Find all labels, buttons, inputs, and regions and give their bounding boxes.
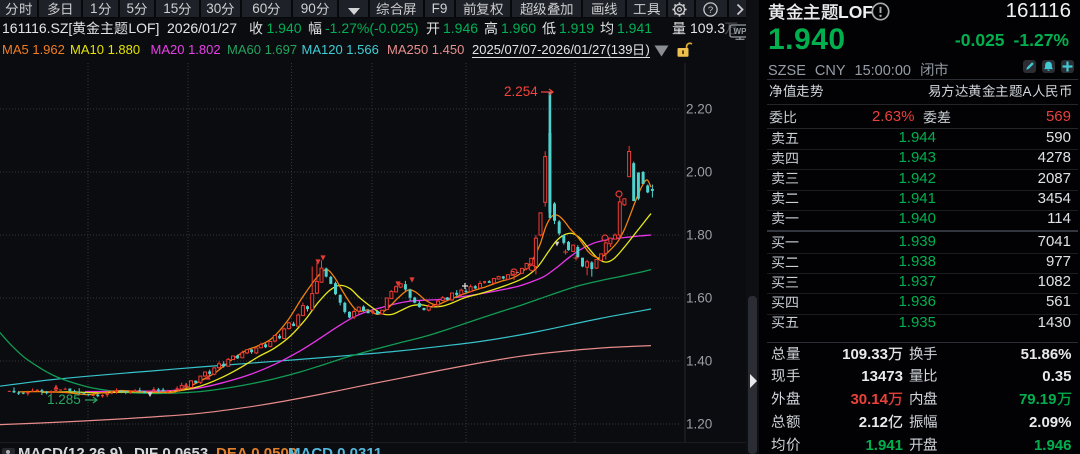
svg-text:?: ? <box>708 5 713 16</box>
svg-text:1.80: 1.80 <box>686 228 712 243</box>
svg-text:2.00: 2.00 <box>686 165 712 180</box>
svg-text:1.20: 1.20 <box>686 417 712 432</box>
svg-text:1.40: 1.40 <box>686 354 712 369</box>
svg-text:2.254: 2.254 <box>504 84 538 99</box>
svg-text:WP: WP <box>734 27 748 36</box>
svg-text:1.60: 1.60 <box>686 291 712 306</box>
svg-text:2.20: 2.20 <box>686 102 712 117</box>
svg-text:1.285: 1.285 <box>47 392 81 407</box>
